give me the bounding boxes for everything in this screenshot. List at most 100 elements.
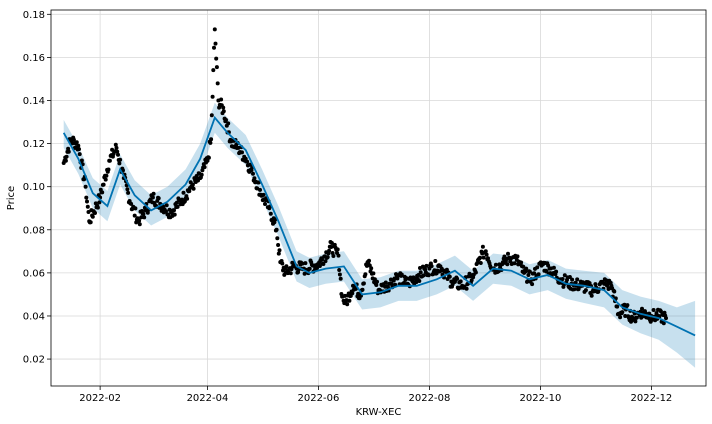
data-point [85, 199, 89, 204]
x-tick-label: 2022-10 [520, 393, 562, 404]
data-point [296, 270, 301, 275]
data-point [84, 195, 89, 200]
data-point [117, 161, 122, 166]
data-point [551, 265, 556, 270]
data-point [399, 272, 404, 277]
data-point [219, 97, 224, 102]
data-point [251, 171, 255, 176]
data-point [107, 158, 112, 163]
data-point [589, 293, 594, 298]
data-point [664, 316, 668, 321]
data-point [395, 276, 400, 281]
data-point [66, 146, 71, 151]
data-point [85, 204, 90, 209]
data-point [156, 196, 161, 201]
data-point [95, 205, 100, 210]
data-point [417, 279, 422, 283]
data-point [202, 165, 207, 170]
data-point [315, 266, 319, 270]
data-point [302, 271, 307, 276]
data-point [536, 272, 541, 277]
data-point [321, 262, 326, 266]
data-point [181, 190, 186, 195]
data-point [129, 201, 134, 206]
data-point [432, 268, 437, 273]
data-point [307, 266, 312, 271]
data-point [125, 187, 130, 192]
data-point [458, 279, 463, 284]
data-point [88, 220, 93, 225]
data-point [126, 190, 131, 195]
data-point [323, 259, 328, 264]
data-point [300, 261, 305, 266]
data-point [210, 94, 215, 99]
data-point [118, 157, 123, 162]
data-point [142, 215, 147, 220]
data-point [526, 273, 531, 277]
data-point [455, 276, 460, 281]
data-point [226, 121, 231, 126]
data-point [486, 256, 490, 261]
data-point [615, 304, 620, 309]
x-axis-label: KRW-XEC [356, 407, 402, 418]
data-point [429, 264, 434, 269]
data-point [414, 280, 419, 285]
data-point [350, 291, 355, 296]
data-point [330, 251, 335, 255]
x-tick-label: 2022-04 [187, 393, 229, 404]
data-point [327, 248, 332, 253]
data-point [224, 118, 228, 122]
x-tick-label: 2022-08 [409, 393, 451, 404]
data-point [469, 278, 474, 283]
data-point [389, 282, 394, 286]
data-point [151, 191, 156, 196]
data-point [273, 217, 278, 222]
data-point [447, 274, 452, 279]
data-point [97, 200, 102, 205]
data-point [483, 249, 488, 254]
data-point [104, 173, 109, 178]
data-point [150, 195, 155, 200]
data-point [618, 315, 623, 320]
data-point [575, 277, 580, 282]
data-point [345, 302, 350, 307]
data-point [512, 261, 517, 266]
plot-frame [50, 9, 707, 387]
data-point [132, 213, 137, 218]
forecast-line [62, 115, 696, 337]
data-point [633, 319, 638, 324]
data-point [83, 184, 88, 189]
data-point [493, 262, 498, 267]
data-point [374, 283, 379, 287]
data-point [546, 263, 551, 268]
y-tick-label: 0.14 [23, 96, 45, 107]
y-tick-label: 0.08 [23, 225, 45, 236]
data-point [209, 137, 214, 142]
data-point [249, 168, 254, 173]
data-point [654, 311, 659, 316]
data-point [325, 255, 330, 260]
data-point [535, 265, 540, 270]
grid-lines [51, 10, 706, 386]
data-point [101, 182, 106, 187]
data-point [481, 255, 486, 260]
data-point [484, 252, 489, 257]
y-axis-label: Price [6, 186, 17, 210]
data-point [86, 210, 91, 214]
data-point [164, 203, 169, 208]
data-point [478, 261, 483, 265]
y-tick-label: 0.12 [23, 139, 45, 150]
data-point [252, 176, 257, 181]
data-point [275, 236, 280, 241]
data-point [554, 269, 559, 274]
data-point [268, 211, 273, 216]
data-point [426, 273, 431, 278]
y-tick-label: 0.04 [23, 311, 45, 322]
data-point [519, 260, 524, 265]
x-tick-label: 2022-02 [79, 393, 121, 404]
data-point [274, 227, 279, 232]
data-point [277, 248, 282, 253]
data-point [213, 41, 218, 46]
data-point [214, 65, 219, 70]
data-point [521, 264, 526, 269]
